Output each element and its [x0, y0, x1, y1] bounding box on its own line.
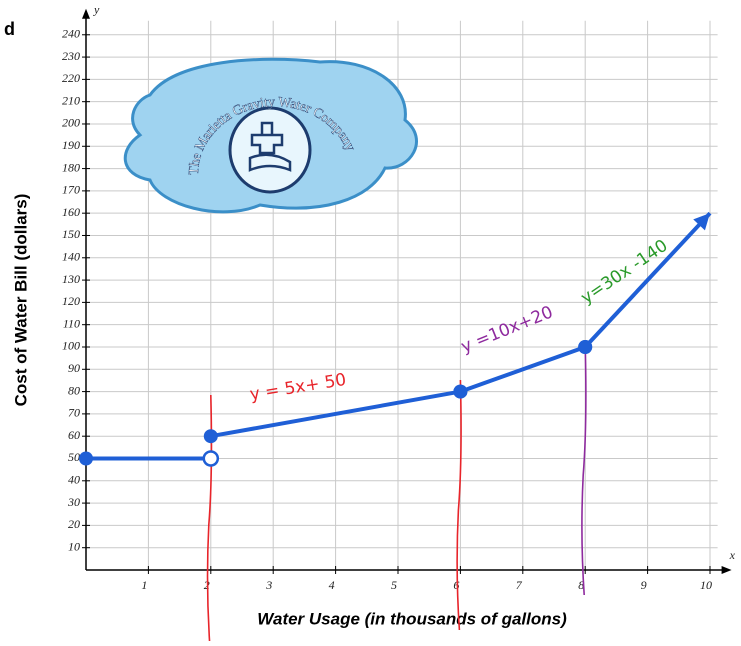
y-tick-label: 50 — [68, 450, 80, 464]
point-closed — [204, 429, 218, 443]
y-tick-label: 210 — [62, 93, 80, 107]
x-axis-title: Water Usage (in thousands of gallons) — [257, 609, 567, 628]
y-tick-label: 200 — [62, 116, 80, 130]
point-open — [204, 451, 218, 465]
y-tick-label: 10 — [68, 539, 80, 553]
y-tick-label: 30 — [67, 495, 80, 509]
y-tick-label: 220 — [62, 71, 80, 85]
y-tick-label: 40 — [68, 473, 80, 487]
logo: The Marietta Gravity Water Company — [125, 59, 416, 212]
x-tick-label: 5 — [391, 578, 397, 592]
annotation: y = 5x+ 50 — [248, 370, 347, 405]
x-tick-label: 1 — [141, 578, 147, 592]
y-tick-label: 110 — [63, 316, 80, 330]
page: {"chart_data": { "type": "line", "corner… — [0, 0, 741, 641]
y-tick-label: 130 — [62, 272, 80, 286]
y-axis-arrow — [82, 9, 90, 19]
y-tick-label: 160 — [62, 205, 80, 219]
y-tick-label: 70 — [68, 406, 80, 420]
y-tick-label: 150 — [62, 227, 80, 241]
annotation: y =10x+20 — [458, 302, 556, 357]
y-tick-label: 90 — [68, 361, 80, 375]
y-tick-label: 80 — [68, 383, 80, 397]
y-tick-label: 100 — [62, 339, 80, 353]
y-axis-letter: y — [93, 2, 100, 16]
x-axis-letter: x — [729, 548, 736, 562]
point-closed — [453, 385, 467, 399]
x-tick-label: 4 — [329, 578, 335, 592]
point-closed — [79, 451, 93, 465]
corner-text: d — [4, 19, 15, 39]
x-tick-label: 10 — [700, 578, 712, 592]
logo-emblem — [230, 108, 310, 192]
y-tick-label: 60 — [68, 428, 80, 442]
x-tick-label: 9 — [641, 578, 647, 592]
x-tick-label: 6 — [453, 578, 459, 592]
y-tick-label: 140 — [62, 250, 80, 264]
y-tick-label: 190 — [62, 138, 80, 152]
y-tick-label: 240 — [62, 27, 80, 41]
x-axis-arrow — [722, 566, 732, 574]
y-tick-label: 120 — [62, 294, 80, 308]
point-closed — [578, 340, 592, 354]
y-tick-label: 180 — [62, 160, 80, 174]
y-tick-label: 170 — [62, 183, 80, 197]
x-tick-label: 3 — [265, 578, 272, 592]
y-tick-label: 230 — [62, 49, 80, 63]
chart: The Marietta Gravity Water Company d Cos… — [0, 0, 741, 641]
y-tick-label: 20 — [68, 517, 80, 531]
y-axis-title: Cost of Water Bill (dollars) — [11, 194, 30, 407]
x-tick-label: 7 — [516, 578, 523, 592]
